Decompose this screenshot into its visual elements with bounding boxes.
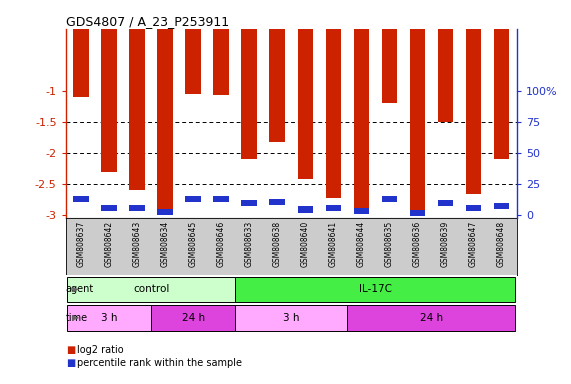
Bar [325,205,341,211]
Bar [73,196,89,202]
Bar [130,205,145,211]
Text: GSM808638: GSM808638 [273,221,282,267]
Text: GSM808639: GSM808639 [441,221,450,268]
Text: GSM808640: GSM808640 [301,221,309,268]
Text: 24 h: 24 h [182,313,205,323]
Bar [347,305,516,331]
Bar [214,29,229,95]
Bar [381,196,397,202]
Text: GSM808642: GSM808642 [104,221,114,267]
Bar [381,29,397,103]
Text: GSM808644: GSM808644 [357,221,366,268]
Bar [297,206,313,213]
Bar [186,29,201,94]
Text: ■: ■ [66,345,75,355]
Text: GSM808646: GSM808646 [216,221,226,268]
Bar [235,277,516,302]
Bar [130,29,145,190]
Bar [242,200,257,206]
Bar [242,29,257,159]
Text: GSM808641: GSM808641 [329,221,337,267]
Text: 3 h: 3 h [283,313,299,323]
Text: control: control [133,285,170,295]
Bar [494,202,509,209]
Bar [73,29,89,97]
Bar [151,305,235,331]
Text: GSM808643: GSM808643 [132,221,142,268]
Text: GSM808636: GSM808636 [413,221,422,268]
Text: GSM808637: GSM808637 [77,221,86,268]
Bar [437,29,453,122]
Text: 24 h: 24 h [420,313,443,323]
Text: time: time [66,313,88,323]
Bar [465,205,481,211]
Text: percentile rank within the sample: percentile rank within the sample [77,358,242,368]
Text: GSM808647: GSM808647 [469,221,478,268]
Bar [325,29,341,198]
Bar [186,196,201,202]
Text: ■: ■ [66,358,75,368]
Text: 3 h: 3 h [101,313,118,323]
Bar [67,305,151,331]
Bar [214,196,229,202]
Bar [353,29,369,209]
Bar [270,199,285,205]
Bar [437,200,453,206]
Bar [465,29,481,194]
Bar [102,29,117,172]
Bar [158,209,173,215]
Text: IL-17C: IL-17C [359,285,392,295]
Bar [235,305,347,331]
Text: GSM808634: GSM808634 [160,221,170,268]
Bar [270,29,285,142]
Bar [409,29,425,211]
Text: GDS4807 / A_23_P253911: GDS4807 / A_23_P253911 [66,15,229,28]
Bar [353,208,369,214]
Text: GSM808633: GSM808633 [245,221,254,268]
Text: GSM808648: GSM808648 [497,221,506,267]
Text: GSM808635: GSM808635 [385,221,394,268]
Bar [297,29,313,179]
Bar [158,29,173,212]
Bar [102,205,117,211]
Text: GSM808645: GSM808645 [188,221,198,268]
Text: agent: agent [66,285,94,295]
Bar [494,29,509,159]
Bar [67,277,235,302]
Bar [409,210,425,217]
Text: log2 ratio: log2 ratio [77,345,124,355]
